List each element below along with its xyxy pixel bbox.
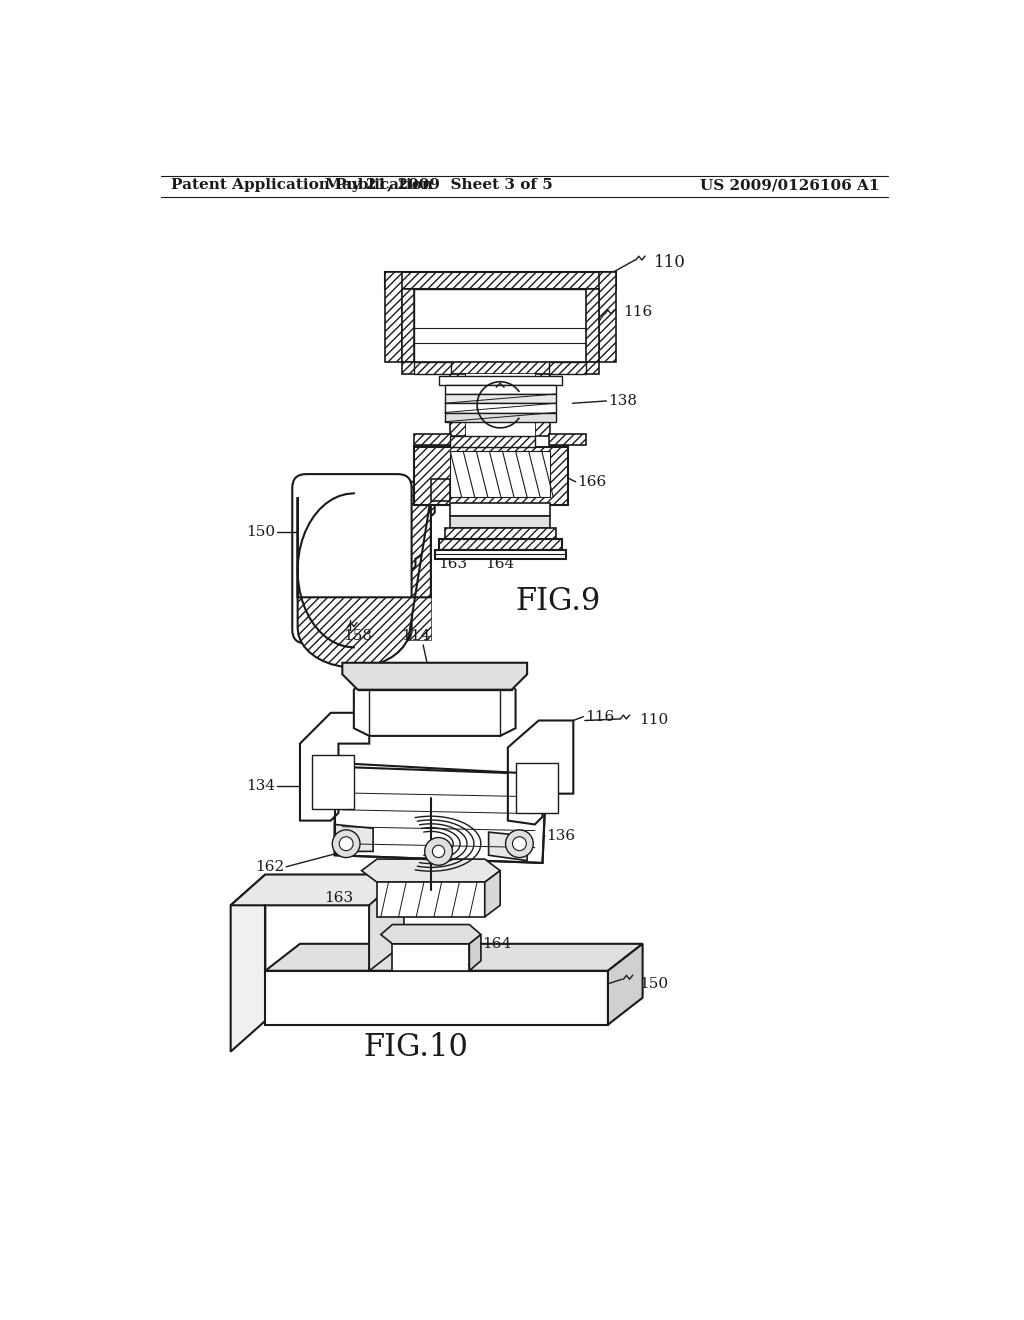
Bar — [414, 289, 587, 363]
Text: 116: 116 — [585, 710, 614, 723]
Bar — [587, 289, 599, 363]
Text: 116: 116 — [624, 305, 652, 319]
Circle shape — [425, 837, 453, 866]
Polygon shape — [377, 882, 484, 917]
Polygon shape — [300, 713, 370, 821]
Bar — [401, 289, 414, 363]
Text: FIG.9: FIG.9 — [515, 586, 600, 616]
Polygon shape — [298, 490, 431, 640]
Text: 164: 164 — [481, 937, 511, 950]
Bar — [444, 385, 556, 395]
Polygon shape — [608, 944, 643, 1024]
Bar — [550, 445, 568, 498]
Bar — [311, 755, 354, 809]
Text: 166: 166 — [409, 895, 438, 908]
Polygon shape — [508, 721, 573, 825]
Polygon shape — [342, 663, 527, 689]
Bar — [451, 451, 550, 498]
Bar — [515, 763, 558, 813]
Polygon shape — [370, 875, 403, 970]
Bar — [599, 272, 615, 363]
Polygon shape — [298, 498, 431, 668]
Bar — [466, 374, 535, 436]
Bar — [444, 404, 556, 412]
Bar — [550, 363, 587, 374]
Text: 134: 134 — [246, 779, 275, 793]
Polygon shape — [488, 832, 527, 861]
Circle shape — [333, 830, 360, 858]
Circle shape — [512, 837, 526, 850]
Bar — [414, 363, 451, 374]
Circle shape — [506, 830, 534, 858]
Text: 163: 163 — [438, 557, 467, 572]
Bar — [431, 479, 451, 502]
Text: 163: 163 — [435, 937, 465, 950]
Bar — [535, 374, 550, 436]
Text: 163: 163 — [324, 891, 353, 904]
Polygon shape — [335, 767, 547, 863]
Bar — [414, 434, 451, 445]
Text: 136: 136 — [547, 829, 575, 843]
Text: Patent Application Publication: Patent Application Publication — [171, 178, 432, 193]
Polygon shape — [361, 859, 500, 882]
Bar — [414, 445, 451, 506]
Text: FIG.10: FIG.10 — [364, 1032, 468, 1063]
Polygon shape — [335, 825, 373, 851]
Text: May 21, 2009  Sheet 3 of 5: May 21, 2009 Sheet 3 of 5 — [325, 178, 552, 193]
Text: 150: 150 — [639, 977, 668, 991]
Bar — [385, 272, 401, 363]
Polygon shape — [354, 675, 515, 737]
Polygon shape — [265, 970, 608, 1024]
Bar — [451, 503, 550, 516]
Text: 158: 158 — [343, 628, 372, 643]
Bar — [451, 516, 550, 528]
Text: 166: 166 — [578, 475, 606, 488]
Circle shape — [339, 837, 353, 850]
Polygon shape — [381, 924, 481, 944]
Bar — [401, 362, 599, 374]
Bar — [438, 376, 562, 385]
Text: 162: 162 — [255, 859, 285, 874]
Bar — [550, 434, 587, 445]
Text: 110: 110 — [639, 714, 668, 727]
Polygon shape — [265, 944, 643, 970]
Bar — [438, 539, 562, 549]
Text: 138: 138 — [608, 393, 637, 408]
Bar — [444, 412, 556, 422]
Text: 164: 164 — [485, 557, 515, 572]
Polygon shape — [230, 875, 265, 1052]
Text: 114: 114 — [400, 630, 430, 644]
Bar — [414, 447, 568, 506]
Text: US 2009/0126106 A1: US 2009/0126106 A1 — [700, 178, 880, 193]
Text: 150: 150 — [246, 525, 275, 539]
Polygon shape — [298, 482, 435, 636]
Bar — [435, 549, 565, 558]
Bar — [444, 528, 556, 540]
Polygon shape — [392, 944, 469, 970]
Bar — [385, 272, 615, 289]
Circle shape — [432, 845, 444, 858]
Bar — [451, 374, 466, 436]
Text: 110: 110 — [654, 253, 686, 271]
Polygon shape — [230, 875, 403, 906]
Polygon shape — [469, 935, 481, 970]
Polygon shape — [484, 871, 500, 917]
Bar — [444, 395, 556, 404]
FancyBboxPatch shape — [292, 474, 412, 644]
Bar — [451, 436, 535, 447]
